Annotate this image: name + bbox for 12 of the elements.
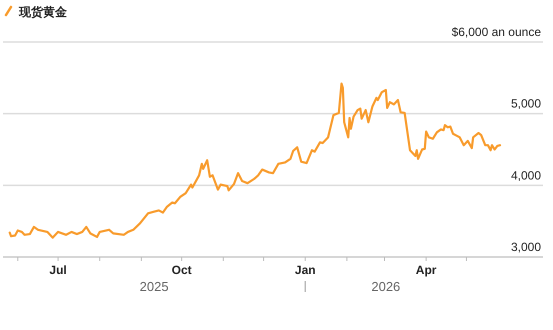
legend-label: 现货黄金 [18,5,68,19]
x-tick-label: Jan [294,263,316,277]
legend: 现货黄金 [4,5,67,19]
x-tick-label: Oct [172,263,192,277]
y-tick-label: $6,000 an ounce [452,25,542,39]
x-tick-label: Jul [49,263,67,277]
x-tick-label: Apr [416,263,437,277]
y-tick-label: 3,000 [510,240,542,254]
text: 2025 [140,279,169,294]
text: 2026 [371,279,400,294]
y-tick-label: 5,000 [510,96,542,111]
y-tick-label: 4,000 [510,168,542,182]
